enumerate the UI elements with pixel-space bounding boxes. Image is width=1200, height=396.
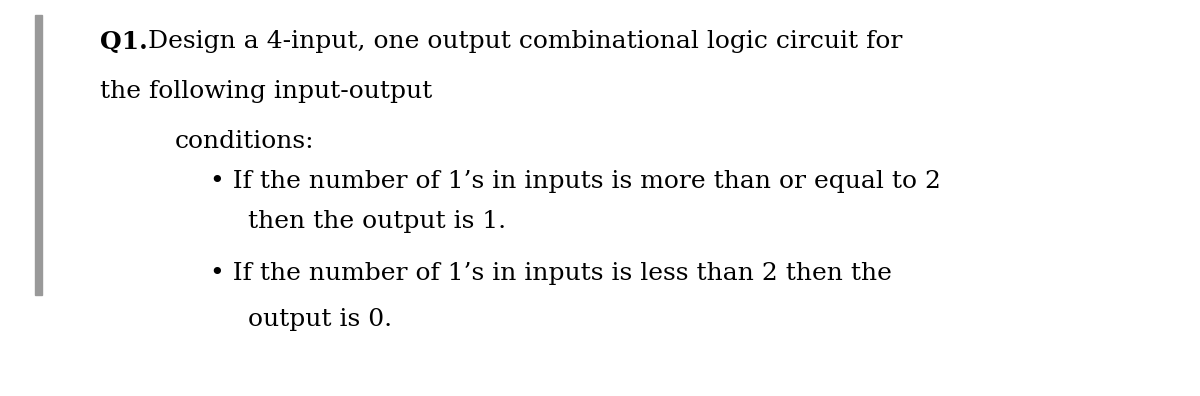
Text: Design a 4-input, one output combinational logic circuit for: Design a 4-input, one output combination…	[148, 30, 902, 53]
Text: • If the number of 1’s in inputs is more than or equal to 2: • If the number of 1’s in inputs is more…	[210, 170, 941, 193]
Text: conditions:: conditions:	[175, 130, 314, 153]
Text: • If the number of 1’s in inputs is less than 2 then the: • If the number of 1’s in inputs is less…	[210, 262, 892, 285]
Text: the following input-output: the following input-output	[100, 80, 432, 103]
Text: then the output is 1.: then the output is 1.	[248, 210, 506, 233]
Text: Q1.: Q1.	[100, 30, 148, 54]
Text: output is 0.: output is 0.	[248, 308, 392, 331]
